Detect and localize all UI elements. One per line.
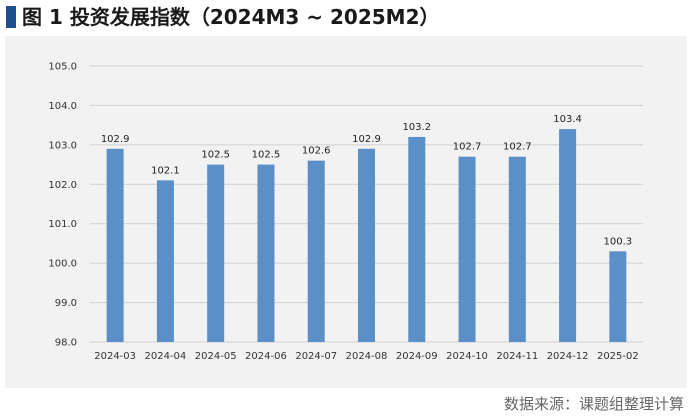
data-label: 103.4 bbox=[553, 114, 582, 125]
bar-chart: 98.0 99.0 100.0 101.0 102.0 103.0 104.0 105.0 1… bbox=[48, 62, 643, 362]
data-label: 102.9 bbox=[101, 134, 130, 145]
data-labels: 102.9 102.1 102.5 102.5 102.6 102.9 103.2 102.7… bbox=[101, 114, 632, 247]
x-tick-label: 2025-02 bbox=[597, 351, 639, 362]
chart-title: 图 1 投资发展指数（2024M3 ~ 2025M2） bbox=[22, 5, 440, 29]
data-label: 102.6 bbox=[302, 146, 331, 157]
bar bbox=[559, 129, 577, 342]
bars bbox=[106, 129, 627, 342]
x-tick-label: 2024-11 bbox=[496, 351, 538, 362]
y-tick-label: 102.0 bbox=[48, 180, 77, 191]
y-tick-label: 99.0 bbox=[55, 298, 77, 309]
bar bbox=[257, 164, 275, 342]
y-tick-label: 98.0 bbox=[55, 338, 77, 349]
data-label: 103.2 bbox=[402, 122, 431, 133]
bar bbox=[508, 156, 526, 342]
x-tick-label: 2024-07 bbox=[295, 351, 337, 362]
chart-panel: 98.0 99.0 100.0 101.0 102.0 103.0 104.0 105.0 1… bbox=[5, 36, 687, 388]
title-bar: 图 1 投资发展指数（2024M3 ~ 2025M2） bbox=[0, 0, 690, 34]
x-tick-label: 2024-08 bbox=[346, 351, 388, 362]
y-axis-ticks: 98.0 99.0 100.0 101.0 102.0 103.0 104.0 105.0 bbox=[48, 62, 77, 349]
data-label: 102.5 bbox=[201, 150, 230, 161]
bar bbox=[106, 148, 124, 342]
data-label: 100.3 bbox=[604, 236, 633, 247]
bar bbox=[408, 136, 426, 342]
x-tick-label: 2024-03 bbox=[94, 351, 136, 362]
y-tick-label: 105.0 bbox=[48, 62, 77, 73]
y-tick-label: 101.0 bbox=[48, 219, 77, 230]
x-tick-label: 2024-12 bbox=[547, 351, 589, 362]
y-tick-label: 100.0 bbox=[48, 259, 77, 270]
bar bbox=[458, 156, 476, 342]
data-label: 102.5 bbox=[252, 150, 281, 161]
data-label: 102.9 bbox=[352, 134, 381, 145]
x-tick-label: 2024-09 bbox=[396, 351, 438, 362]
title-marker bbox=[6, 6, 16, 28]
y-tick-label: 103.0 bbox=[48, 140, 77, 151]
x-tick-label: 2024-10 bbox=[446, 351, 488, 362]
x-axis-ticks: 2024-03 2024-04 2024-05 2024-06 2024-07 2024-… bbox=[94, 351, 639, 362]
data-label: 102.7 bbox=[503, 142, 532, 153]
x-tick-label: 2024-05 bbox=[195, 351, 237, 362]
bar bbox=[358, 148, 375, 342]
source-note: 数据来源：课题组整理计算 bbox=[503, 395, 684, 413]
x-tick-label: 2024-06 bbox=[245, 351, 287, 362]
bar bbox=[307, 160, 325, 342]
bar bbox=[156, 180, 174, 342]
bar bbox=[609, 251, 627, 342]
bar bbox=[207, 164, 225, 342]
y-tick-label: 104.0 bbox=[48, 101, 77, 112]
data-label: 102.1 bbox=[151, 165, 180, 176]
x-tick-label: 2024-04 bbox=[145, 351, 187, 362]
data-label: 102.7 bbox=[453, 142, 482, 153]
